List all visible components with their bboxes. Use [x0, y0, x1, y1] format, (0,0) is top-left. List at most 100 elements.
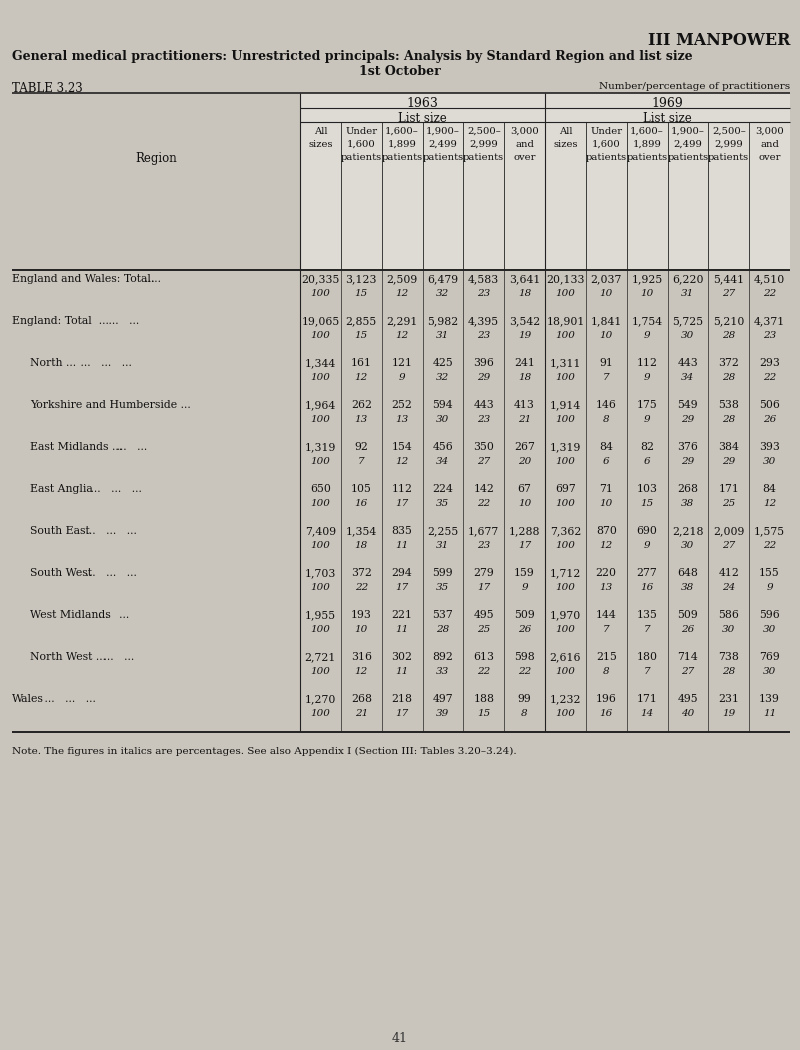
- Text: 11: 11: [763, 709, 776, 718]
- Text: 350: 350: [474, 442, 494, 452]
- Text: 22: 22: [763, 373, 776, 382]
- Text: ...: ...: [134, 274, 154, 284]
- Text: 31: 31: [436, 541, 450, 550]
- Text: 220: 220: [596, 568, 617, 578]
- Text: 384: 384: [718, 442, 739, 452]
- Text: 1,600–: 1,600–: [630, 127, 664, 136]
- Text: ...   ...   ...: ... ... ...: [79, 484, 142, 493]
- Text: 7: 7: [644, 625, 650, 634]
- Text: 21: 21: [354, 709, 368, 718]
- Text: 7: 7: [358, 457, 365, 466]
- Text: 1,319: 1,319: [550, 442, 581, 452]
- Text: 5,725: 5,725: [672, 316, 703, 326]
- Text: 30: 30: [763, 667, 776, 676]
- Text: Yorkshire and Humberside ...: Yorkshire and Humberside ...: [30, 400, 190, 410]
- Text: 738: 738: [718, 652, 739, 662]
- Text: 599: 599: [433, 568, 454, 578]
- Text: 17: 17: [395, 709, 409, 718]
- Text: 2,500–: 2,500–: [712, 127, 746, 136]
- Text: and: and: [515, 140, 534, 149]
- Text: 1,925: 1,925: [631, 274, 662, 284]
- Text: 19,065: 19,065: [302, 316, 339, 326]
- Text: patients: patients: [586, 153, 627, 162]
- Text: 40: 40: [682, 709, 694, 718]
- Text: 215: 215: [596, 652, 617, 662]
- Text: 22: 22: [354, 583, 368, 592]
- Text: 13: 13: [354, 415, 368, 424]
- Text: 144: 144: [596, 610, 617, 620]
- Text: 29: 29: [682, 415, 694, 424]
- Text: 100: 100: [555, 415, 575, 424]
- Text: 23: 23: [477, 541, 490, 550]
- Text: 425: 425: [433, 358, 454, 367]
- Text: 155: 155: [759, 568, 780, 578]
- Text: 18: 18: [518, 289, 531, 298]
- Text: 9: 9: [644, 331, 650, 340]
- Text: 19: 19: [518, 331, 531, 340]
- Text: 12: 12: [600, 541, 613, 550]
- Text: 456: 456: [433, 442, 454, 452]
- Text: 2,499: 2,499: [674, 140, 702, 149]
- Text: sizes: sizes: [553, 140, 578, 149]
- Text: 7,362: 7,362: [550, 526, 581, 536]
- Text: 1,914: 1,914: [550, 400, 581, 410]
- Text: 1,964: 1,964: [305, 400, 336, 410]
- Text: 100: 100: [555, 667, 575, 676]
- Text: 139: 139: [759, 694, 780, 704]
- Text: 8: 8: [603, 415, 610, 424]
- Text: 293: 293: [759, 358, 780, 367]
- Text: 506: 506: [759, 400, 780, 410]
- Text: 1,270: 1,270: [305, 694, 336, 704]
- Text: 30: 30: [682, 331, 694, 340]
- Text: 31: 31: [682, 289, 694, 298]
- Text: 495: 495: [678, 694, 698, 704]
- Text: 4,371: 4,371: [754, 316, 786, 326]
- Text: 11: 11: [395, 667, 409, 676]
- Text: 279: 279: [474, 568, 494, 578]
- Text: 835: 835: [392, 526, 413, 536]
- Text: 112: 112: [391, 484, 413, 493]
- Text: 9: 9: [398, 373, 406, 382]
- Text: 2,999: 2,999: [714, 140, 743, 149]
- Text: 267: 267: [514, 442, 535, 452]
- Text: 29: 29: [477, 373, 490, 382]
- Text: 1,232: 1,232: [550, 694, 581, 704]
- Text: List size: List size: [643, 112, 692, 125]
- Text: 25: 25: [477, 625, 490, 634]
- Text: 22: 22: [763, 289, 776, 298]
- Text: 99: 99: [518, 694, 531, 704]
- Text: 38: 38: [682, 583, 694, 592]
- Text: III MANPOWER: III MANPOWER: [648, 32, 790, 49]
- Text: 549: 549: [678, 400, 698, 410]
- Text: 32: 32: [436, 373, 450, 382]
- Text: 10: 10: [600, 499, 613, 508]
- Text: 4,510: 4,510: [754, 274, 786, 284]
- Text: 100: 100: [555, 625, 575, 634]
- Text: 5,441: 5,441: [713, 274, 744, 284]
- Text: 100: 100: [310, 541, 330, 550]
- Bar: [300, 93, 790, 270]
- Text: 8: 8: [603, 667, 610, 676]
- Text: 268: 268: [350, 694, 372, 704]
- Text: 372: 372: [718, 358, 739, 367]
- Text: 1969: 1969: [652, 97, 683, 110]
- Text: 870: 870: [596, 526, 617, 536]
- Text: 30: 30: [763, 625, 776, 634]
- Text: 27: 27: [722, 541, 735, 550]
- Text: 24: 24: [722, 583, 735, 592]
- Text: 26: 26: [763, 415, 776, 424]
- Text: 9: 9: [522, 583, 528, 592]
- Text: 100: 100: [310, 583, 330, 592]
- Text: 22: 22: [518, 667, 531, 676]
- Text: 82: 82: [640, 442, 654, 452]
- Text: 112: 112: [637, 358, 658, 367]
- Text: 171: 171: [718, 484, 739, 493]
- Text: 103: 103: [637, 484, 658, 493]
- Text: All: All: [558, 127, 572, 136]
- Text: 18: 18: [518, 373, 531, 382]
- Text: 509: 509: [678, 610, 698, 620]
- Text: 100: 100: [310, 709, 330, 718]
- Text: 1,311: 1,311: [550, 358, 581, 367]
- Text: Wales: Wales: [12, 694, 44, 704]
- Text: ...   ...: ... ...: [106, 442, 148, 452]
